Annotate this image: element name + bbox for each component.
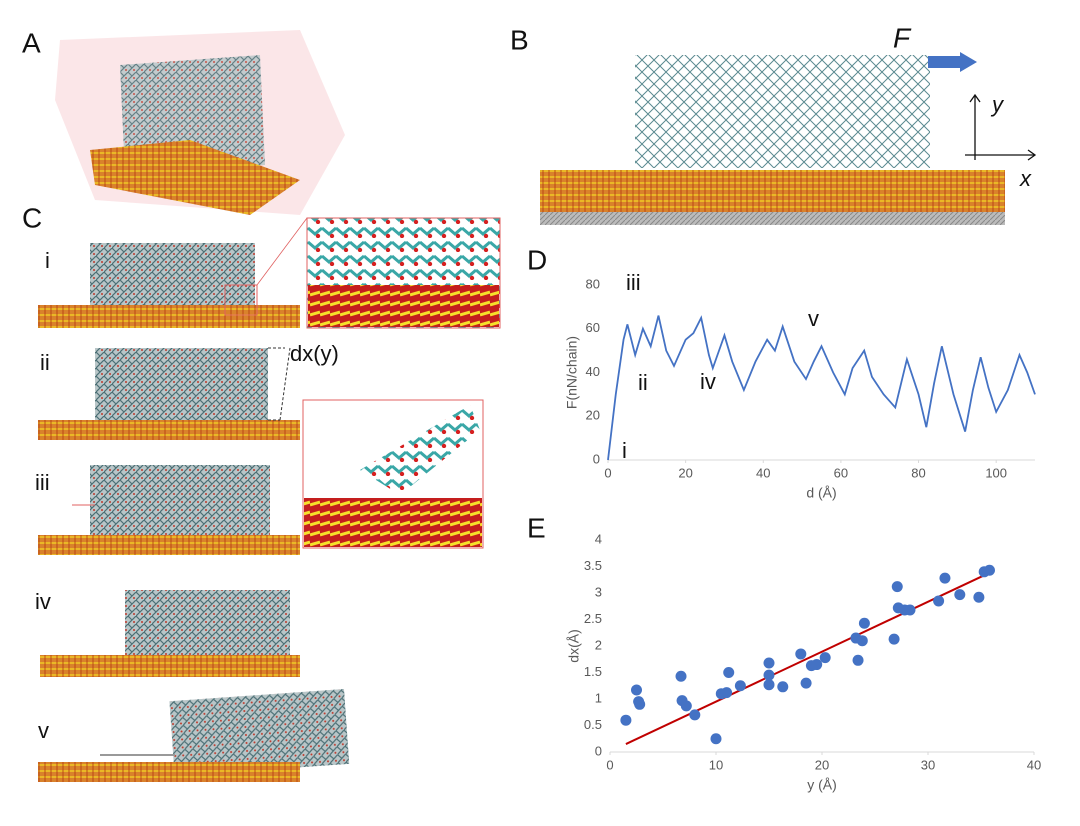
y-tick-label: 4 <box>595 531 602 546</box>
stage-label: i <box>45 248 50 273</box>
panel-c-render <box>38 217 501 782</box>
panel-label: E <box>527 512 546 543</box>
data-point <box>939 572 951 584</box>
y-tick-label: 1.5 <box>584 664 602 679</box>
x-tick-label: 30 <box>921 757 935 772</box>
data-point <box>933 595 945 607</box>
x-tick-label: 20 <box>815 757 829 772</box>
x-axis-title: y (Å) <box>807 777 837 793</box>
x-tick-label: 10 <box>709 757 723 772</box>
data-point <box>763 657 775 669</box>
data-point <box>983 564 995 576</box>
x-tick-label: 20 <box>678 465 692 480</box>
x-tick-label: 0 <box>604 465 611 480</box>
data-point <box>763 669 775 681</box>
stage-annotation: ii <box>638 370 648 395</box>
panel-b-render <box>540 52 1037 225</box>
y-axis-title: F(nN/chain) <box>564 336 580 409</box>
data-point <box>689 709 701 721</box>
data-point <box>795 648 807 660</box>
data-point <box>811 659 823 671</box>
y-tick-label: 2 <box>595 637 602 652</box>
stage-annotation: v <box>808 306 819 331</box>
y-tick-label: 80 <box>586 276 600 291</box>
data-point <box>954 589 966 601</box>
stage-annotation: i <box>622 438 627 463</box>
stage-label: v <box>38 718 49 743</box>
x-tick-label: 80 <box>911 465 925 480</box>
data-point <box>763 679 775 691</box>
data-point <box>800 677 812 689</box>
panel-label: C <box>22 202 42 233</box>
y-tick-label: 60 <box>586 320 600 335</box>
data-point <box>819 652 831 664</box>
panel-label: D <box>527 244 547 275</box>
axis-y-label: y <box>990 92 1005 117</box>
data-point <box>721 687 733 699</box>
y-tick-label: 0 <box>593 451 600 466</box>
panel-a-render <box>55 30 345 215</box>
data-point <box>973 591 985 603</box>
data-point <box>777 681 789 693</box>
trendline <box>625 570 993 745</box>
y-tick-label: 40 <box>586 364 600 379</box>
panel-label: A <box>22 27 41 58</box>
x-tick-label: 100 <box>985 465 1007 480</box>
data-point <box>888 633 900 645</box>
y-tick-label: 0.5 <box>584 717 602 732</box>
axis-x-label: x <box>1019 166 1032 191</box>
data-point <box>734 680 746 692</box>
stage-annotation: iii <box>626 270 641 295</box>
data-point <box>680 700 692 712</box>
data-point <box>852 654 864 666</box>
x-axis-title: d (Å) <box>806 485 836 501</box>
data-point <box>675 670 687 682</box>
data-point <box>891 581 903 593</box>
x-tick-label: 40 <box>1027 757 1041 772</box>
y-tick-label: 0 <box>595 743 602 758</box>
y-tick-label: 20 <box>586 408 600 423</box>
data-point <box>858 617 870 629</box>
data-point <box>620 714 632 726</box>
y-tick-label: 3 <box>595 584 602 599</box>
stage-label: ii <box>40 350 50 375</box>
data-point <box>634 698 646 710</box>
y-axis-title: dx(Å) <box>566 629 582 662</box>
y-tick-label: 3.5 <box>584 558 602 573</box>
force-curve <box>607 315 1036 461</box>
x-tick-label: 40 <box>756 465 770 480</box>
stage-annotation: iv <box>700 369 716 394</box>
data-point <box>904 604 916 616</box>
data-point <box>723 667 735 678</box>
y-tick-label: 2.5 <box>584 611 602 626</box>
x-tick-label: 60 <box>834 465 848 480</box>
data-point <box>710 733 722 745</box>
data-point <box>856 635 868 647</box>
stage-label: iii <box>35 470 50 495</box>
x-tick-label: 0 <box>606 757 613 772</box>
y-tick-label: 1 <box>595 690 602 705</box>
data-point <box>631 684 642 696</box>
panel-label: B <box>510 24 529 55</box>
stage-label: iv <box>35 589 51 614</box>
displacement-label: dx(y) <box>290 341 339 366</box>
force-label: F <box>893 22 912 53</box>
